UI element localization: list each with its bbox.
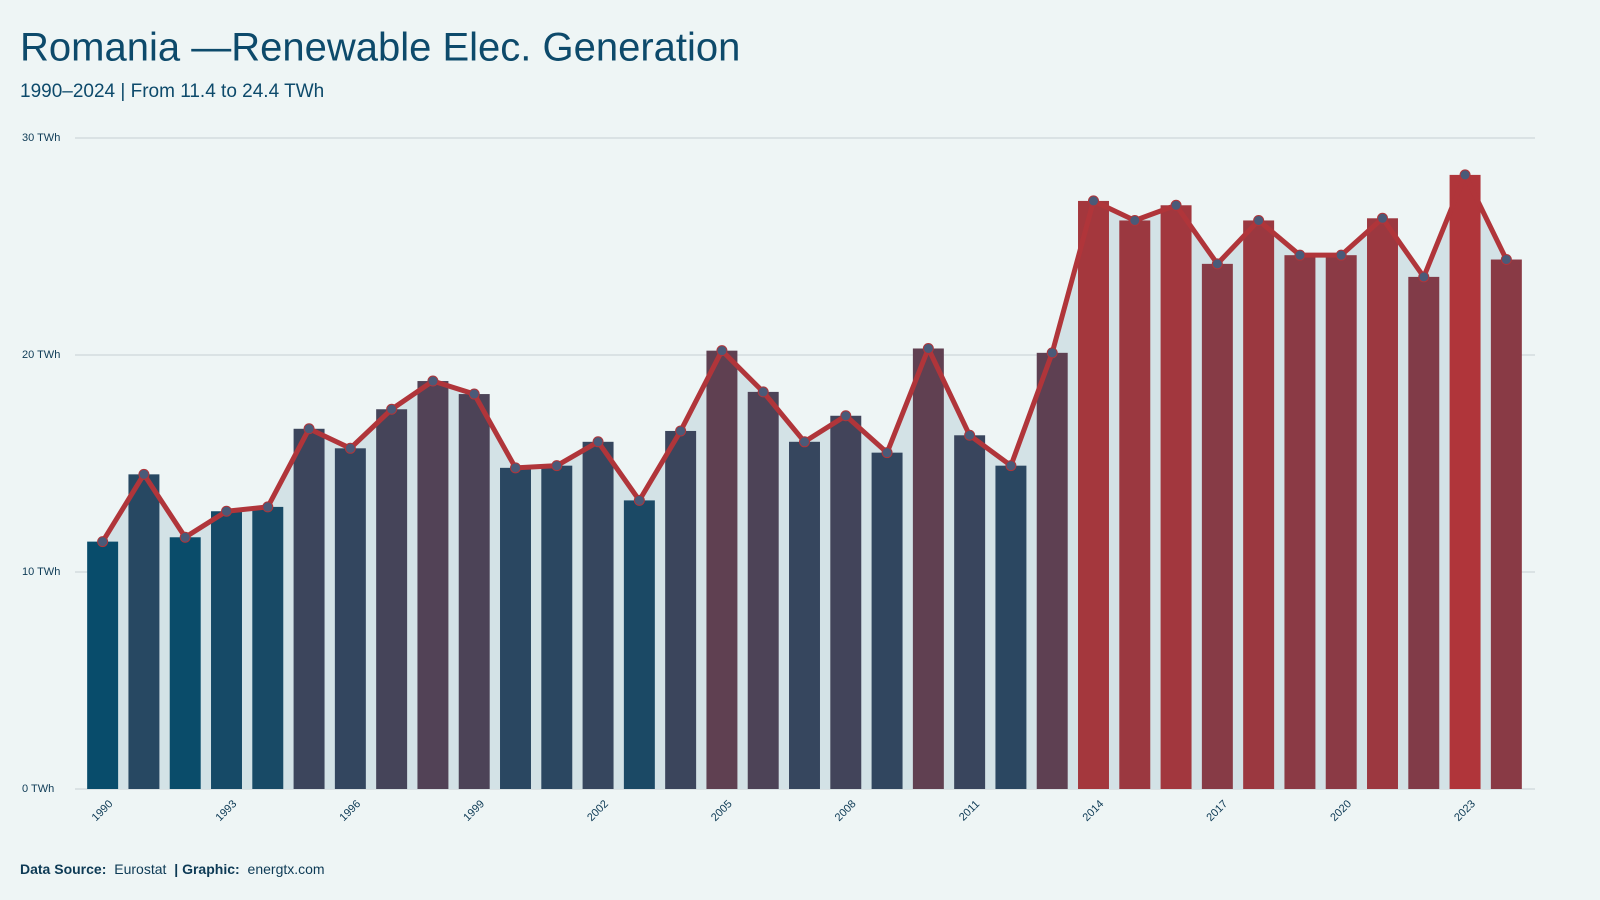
marker — [468, 388, 480, 400]
bar — [623, 500, 655, 789]
marker — [1088, 195, 1099, 207]
y-tick-label: 10 TWh — [22, 566, 60, 578]
bar — [706, 350, 738, 789]
chart-subtitle: 1990–2024 | From 11.4 to 24.4 TWh — [20, 81, 324, 102]
bar — [1367, 218, 1398, 790]
bar — [1119, 220, 1151, 789]
graphic-label: | Graphic: — [174, 861, 239, 877]
bar — [1449, 174, 1481, 789]
bar — [334, 448, 366, 789]
bar — [789, 441, 820, 789]
bar — [211, 511, 242, 789]
marker — [510, 462, 521, 474]
bar — [376, 409, 408, 789]
marker — [1005, 460, 1017, 472]
marker — [757, 386, 769, 398]
bar — [1243, 220, 1275, 789]
marker — [799, 436, 810, 448]
marker — [1046, 347, 1058, 359]
marker — [97, 536, 109, 548]
marker — [303, 423, 315, 435]
marker — [262, 501, 274, 513]
bar — [500, 467, 531, 789]
marker — [221, 505, 232, 517]
bar — [128, 474, 160, 789]
marker — [551, 460, 563, 472]
bar — [582, 441, 614, 789]
marker — [922, 342, 934, 354]
marker — [964, 429, 976, 441]
marker — [179, 531, 191, 543]
bar — [954, 435, 986, 789]
marker — [1500, 254, 1512, 266]
marker — [344, 442, 356, 454]
bar — [252, 506, 284, 789]
y-tick-label: 30 TWh — [22, 132, 60, 144]
marker — [386, 403, 398, 415]
bar — [458, 394, 490, 789]
marker — [1211, 258, 1223, 270]
bar — [912, 348, 944, 789]
marker — [1170, 199, 1182, 211]
y-tick-label: 20 TWh — [22, 349, 60, 361]
y-tick-label: 0 TWh — [22, 783, 54, 795]
marker — [1418, 271, 1430, 283]
source-label: Data Source: — [20, 861, 106, 877]
bar — [1490, 259, 1522, 789]
bar — [1408, 276, 1440, 789]
bar — [1036, 352, 1068, 789]
marker — [1253, 214, 1265, 226]
marker — [1335, 249, 1347, 261]
bar — [830, 415, 862, 789]
marker — [1377, 212, 1388, 224]
chart-title: Romania —Renewable Elec. Generation — [20, 26, 740, 70]
marker — [427, 375, 439, 387]
bar — [1284, 255, 1316, 789]
bar — [169, 537, 201, 789]
bar — [665, 430, 697, 789]
marker — [716, 345, 728, 357]
marker — [881, 447, 893, 459]
marker — [633, 494, 645, 506]
bar — [871, 452, 903, 789]
marker — [1459, 169, 1471, 181]
marker — [675, 425, 687, 437]
marker — [1129, 214, 1141, 226]
bar — [995, 465, 1027, 789]
bar — [417, 381, 449, 789]
bar — [1078, 200, 1109, 789]
marker — [138, 468, 150, 480]
source: Eurostat — [114, 861, 166, 877]
bar — [1201, 263, 1233, 789]
bar — [747, 391, 779, 789]
bar — [87, 541, 119, 789]
bar — [293, 428, 325, 789]
bar — [1160, 205, 1192, 789]
marker — [1294, 249, 1306, 261]
marker — [840, 410, 852, 422]
bar — [1325, 255, 1357, 789]
bar — [541, 465, 573, 789]
footer: Data Source: Eurostat | Graphic: energtx… — [20, 861, 325, 877]
marker — [592, 436, 604, 448]
graphic: energtx.com — [248, 861, 325, 877]
